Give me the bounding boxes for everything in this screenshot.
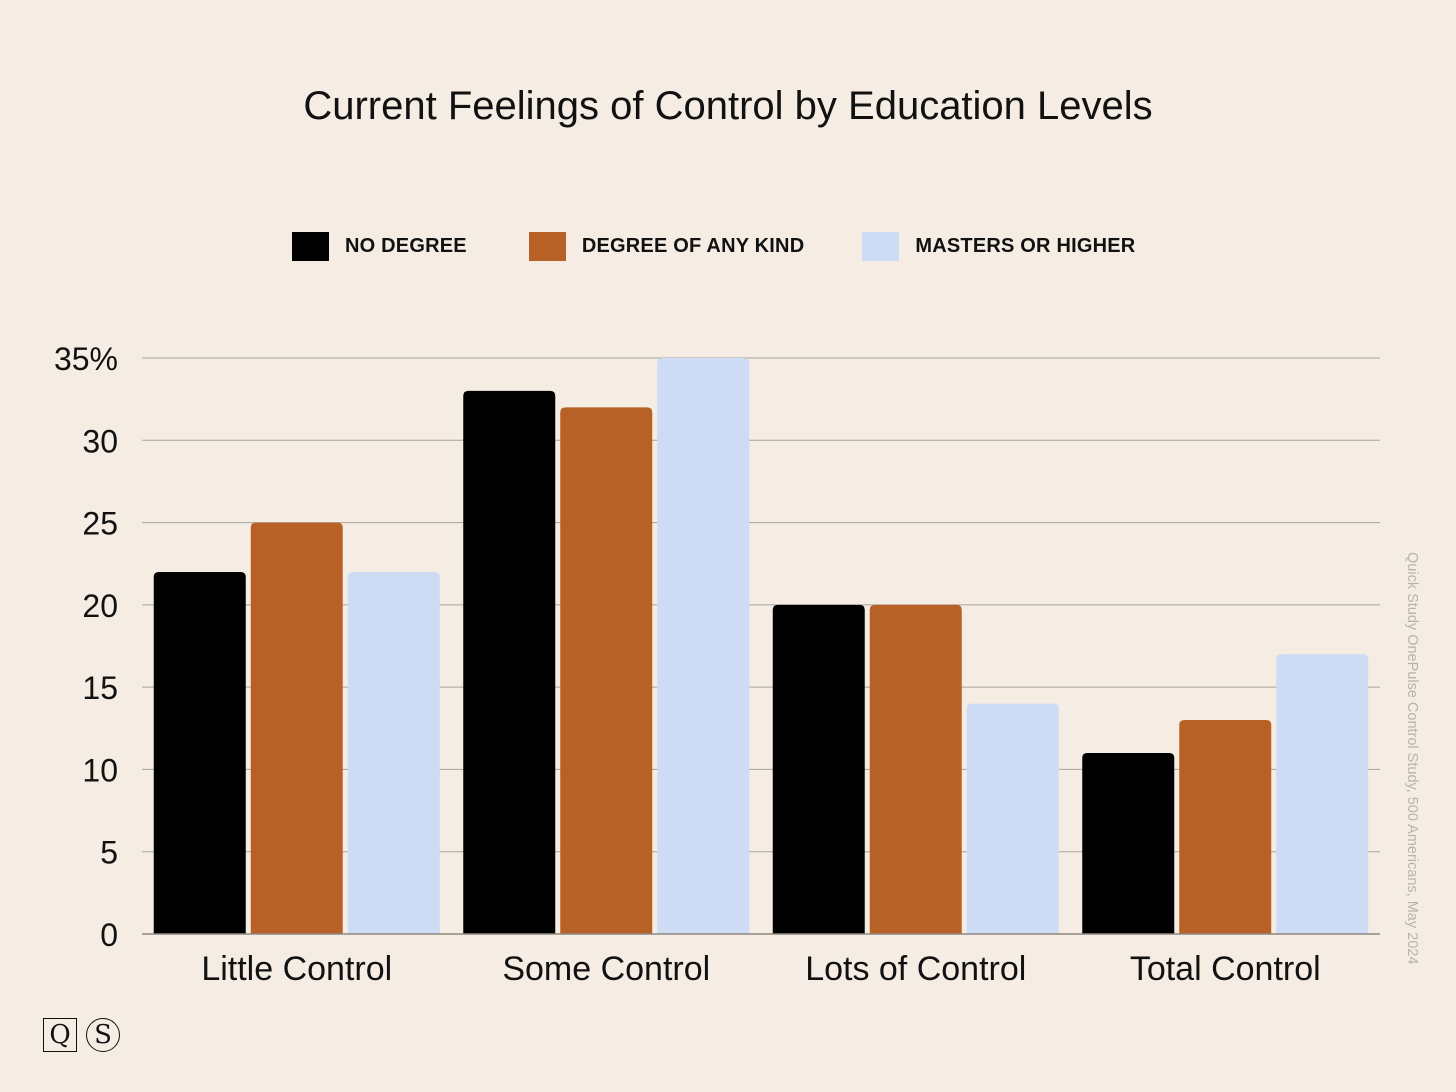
x-tick-label: Total Control — [1130, 950, 1321, 988]
bar — [772, 604, 865, 934]
chart-title: Current Feelings of Control by Education… — [303, 84, 1153, 128]
bar — [560, 407, 653, 934]
y-tick-label: 25 — [82, 506, 118, 542]
y-tick-label: 5 — [100, 835, 118, 871]
bar — [1179, 720, 1272, 934]
x-tick-label: Some Control — [502, 950, 710, 988]
legend-item-masters: MASTERS OR HIGHER — [862, 232, 1135, 261]
bar — [250, 522, 343, 934]
bar — [657, 358, 750, 934]
bar — [347, 571, 440, 934]
y-tick-label: 20 — [82, 588, 118, 624]
legend-item-no-degree: NO DEGREE — [292, 232, 467, 261]
legend-label-no-degree: NO DEGREE — [345, 235, 467, 257]
chart-legend: NO DEGREE DEGREE OF ANY KIND MASTERS OR … — [292, 232, 1135, 261]
bar — [463, 390, 556, 934]
bar — [153, 571, 246, 934]
legend-swatch-masters — [862, 232, 900, 261]
legend-item-degree-any: DEGREE OF ANY KIND — [528, 232, 805, 261]
bar — [1082, 752, 1175, 934]
bar — [966, 703, 1059, 934]
y-tick-label: 35% — [54, 341, 118, 377]
x-tick-label: Little Control — [201, 950, 392, 988]
x-tick-label: Lots of Control — [805, 950, 1026, 988]
legend-label-degree-any: DEGREE OF ANY KIND — [581, 235, 805, 257]
logo-s: S — [86, 1018, 120, 1052]
source-note: Quick Study OnePulse Control Study, 500 … — [1404, 552, 1420, 965]
bar — [1276, 654, 1369, 934]
y-tick-label: 15 — [82, 670, 118, 706]
y-tick-label: 0 — [100, 917, 118, 953]
y-tick-label: 30 — [82, 423, 118, 459]
legend-swatch-degree-any — [528, 232, 566, 261]
legend-swatch-no-degree — [292, 232, 329, 261]
y-tick-label: 10 — [82, 752, 118, 788]
bar — [869, 604, 962, 934]
legend-label-masters: MASTERS OR HIGHER — [915, 235, 1136, 257]
logo-q: Q — [43, 1018, 77, 1052]
